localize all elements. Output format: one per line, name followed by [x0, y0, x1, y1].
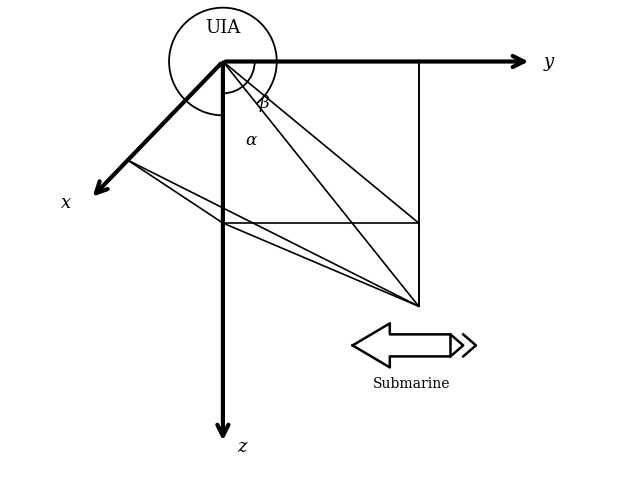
Polygon shape	[353, 323, 450, 367]
Text: Submarine: Submarine	[373, 377, 450, 391]
Text: UIA: UIA	[205, 19, 241, 37]
Text: α: α	[245, 132, 256, 148]
Polygon shape	[463, 335, 476, 356]
Text: z: z	[238, 439, 247, 456]
Text: x: x	[61, 195, 71, 212]
Text: β: β	[259, 95, 269, 111]
Text: y: y	[544, 52, 554, 70]
Polygon shape	[450, 335, 463, 356]
